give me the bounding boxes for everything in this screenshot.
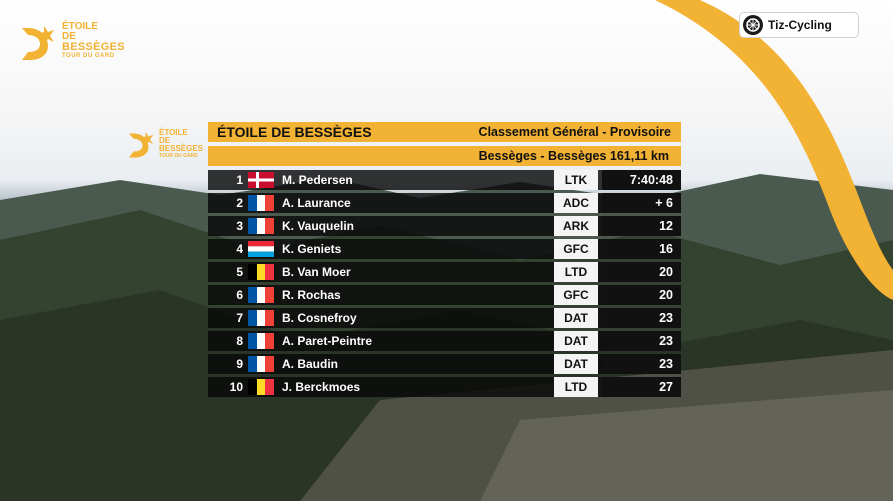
belgium-flag-icon [248, 379, 274, 395]
time-gap: 20 [602, 285, 681, 305]
time-gap: 16 [602, 239, 681, 259]
rider-name: A. Baudin [282, 357, 338, 371]
rider-name: J. Berckmoes [282, 380, 361, 394]
rank: 6 [236, 288, 243, 302]
france-flag-icon [248, 333, 274, 349]
time-gap: 12 [602, 216, 681, 236]
france-flag-icon [248, 310, 274, 326]
rank: 10 [229, 380, 243, 394]
time-gap: 7:40:48 [602, 170, 681, 190]
brand-line-3: BESSÈGES [62, 41, 125, 53]
rank: 4 [236, 242, 243, 256]
rank: 5 [236, 265, 243, 279]
france-flag-icon [248, 218, 274, 234]
rank: 9 [236, 357, 243, 371]
denmark-flag-icon [248, 172, 274, 188]
standings-table: 1 M. Pedersen LTK 7:40:48 2 A. Laurance … [208, 169, 681, 399]
rider-name: A. Paret-Peintre [282, 334, 373, 348]
time-gap: + 6 [602, 193, 681, 213]
table-row: 1 M. Pedersen LTK 7:40:48 [208, 169, 681, 192]
table-row: 4 K. Geniets GFC 16 [208, 238, 681, 261]
rank: 1 [236, 173, 243, 187]
stage-info: Bessèges - Bessèges 161,11 km [478, 149, 669, 163]
brand-line-4: TOUR DU GARD [62, 53, 115, 59]
standings-header: ÉTOILE DE BESSÈGES Classement Général - … [208, 122, 681, 142]
team-code: DAT [554, 331, 598, 351]
france-flag-icon [248, 356, 274, 372]
time-gap: 23 [602, 354, 681, 374]
rider-name: R. Rochas [282, 288, 341, 302]
rider-name: B. Cosnefroy [282, 311, 357, 325]
table-row: 3 K. Vauquelin ARK 12 [208, 215, 681, 238]
rider-name: K. Geniets [282, 242, 342, 256]
rider-name: B. Van Moer [282, 265, 351, 279]
watermark-label: Tiz-Cycling [768, 18, 832, 32]
table-row: 2 A. Laurance ADC + 6 [208, 192, 681, 215]
team-code: LTD [554, 377, 598, 397]
race-logo: ÉTOILE DE BESSÈGES TOUR DU GARD [18, 22, 125, 62]
panel-logo-line-3: BESSÈGES [159, 144, 204, 153]
rank: 2 [236, 196, 243, 210]
france-flag-icon [248, 287, 274, 303]
stage-header: Bessèges - Bessèges 161,11 km [208, 146, 681, 166]
time-gap: 20 [602, 262, 681, 282]
time-gap: 23 [602, 331, 681, 351]
france-flag-icon [248, 195, 274, 211]
brand-line-1: ÉTOILE [62, 21, 98, 32]
table-row: 6 R. Rochas GFC 20 [208, 284, 681, 307]
luxembourg-flag-icon [248, 241, 274, 257]
team-code: LTK [554, 170, 598, 190]
team-code: GFC [554, 239, 598, 259]
panel-logo-line-4: TOUR DU GARD [159, 153, 198, 159]
table-row: 7 B. Cosnefroy DAT 23 [208, 307, 681, 330]
panel-logo-line-1: ÉTOILE [159, 128, 188, 137]
classification-title: Classement Général - Provisoire [478, 125, 671, 139]
team-code: ADC [554, 193, 598, 213]
rider-name: M. Pedersen [282, 173, 353, 187]
table-row: 8 A. Paret-Peintre DAT 23 [208, 330, 681, 353]
table-row: 10 J. Berckmoes LTD 27 [208, 376, 681, 399]
table-row: 9 A. Baudin DAT 23 [208, 353, 681, 376]
panel-logo-line-2: DE [159, 136, 171, 145]
team-code: LTD [554, 262, 598, 282]
rider-name: A. Laurance [282, 196, 351, 210]
rank: 3 [236, 219, 243, 233]
tiz-cycling-watermark: Tiz-Cycling [739, 12, 859, 38]
panel-race-logo: ÉTOILE DE BESSÈGES TOUR DU GARD [126, 129, 203, 160]
team-code: DAT [554, 354, 598, 374]
time-gap: 27 [602, 377, 681, 397]
brand-line-2: DE [62, 31, 76, 42]
rank: 7 [236, 311, 243, 325]
race-title: ÉTOILE DE BESSÈGES [217, 124, 372, 140]
table-row: 5 B. Van Moer LTD 20 [208, 261, 681, 284]
time-gap: 23 [602, 308, 681, 328]
team-code: ARK [554, 216, 598, 236]
rider-name: K. Vauquelin [282, 219, 355, 233]
team-code: GFC [554, 285, 598, 305]
panel-race-star-icon [129, 132, 153, 158]
belgium-flag-icon [248, 264, 274, 280]
race-star-icon [22, 26, 54, 60]
team-code: DAT [554, 308, 598, 328]
cycling-wheel-icon [743, 15, 763, 35]
rank: 8 [236, 334, 243, 348]
